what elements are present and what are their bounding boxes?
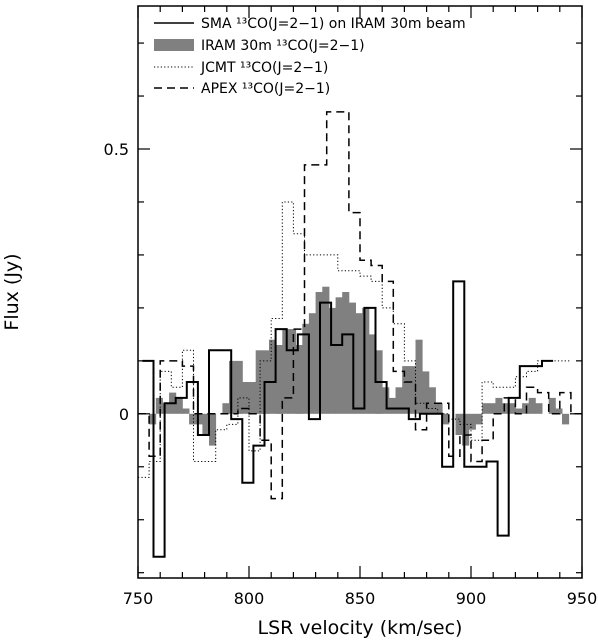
iram-bar (269, 339, 277, 414)
iram-bar (242, 382, 250, 414)
iram-bar (275, 345, 283, 414)
iram-bar (555, 408, 563, 414)
iram-bar (308, 313, 316, 414)
y-tick-label: 0 (119, 405, 129, 424)
series-jcmt (138, 201, 571, 478)
series-sma (142, 280, 554, 558)
iram-bar (535, 403, 543, 414)
iram-bar (202, 413, 210, 435)
x-tick-label: 950 (567, 589, 598, 608)
iram-bar (388, 397, 396, 414)
ticks-layer (137, 6, 583, 578)
x-tick-label: 800 (234, 589, 265, 608)
x-tick-label: 850 (345, 589, 376, 608)
iram-bar (182, 408, 190, 414)
iram-bar (355, 313, 363, 414)
iram-bar (189, 413, 197, 425)
iram-bar (495, 397, 503, 414)
iram-bar (508, 403, 516, 414)
iram-bar (482, 403, 490, 414)
iram-bar (442, 413, 450, 425)
iram-bar (155, 397, 163, 414)
iram-bar (402, 366, 410, 414)
iram-bar (249, 382, 257, 414)
iram-bar (455, 413, 463, 435)
iram-bar (468, 413, 476, 430)
legend-swatch-iram (154, 39, 194, 51)
iram-bar (322, 286, 330, 414)
series-iram-30m (149, 286, 570, 446)
legend-entry-label: SMA ¹³CO(J=2−1) on IRAM 30m beam (201, 16, 466, 32)
iram-bar (342, 292, 350, 414)
iram-bar (462, 413, 470, 446)
x-tick-label: 900 (456, 589, 487, 608)
iram-bar (515, 408, 523, 414)
iram-bar (335, 297, 343, 414)
iram-bar (229, 360, 237, 414)
iram-bar (475, 413, 483, 425)
iram-bar (488, 403, 496, 414)
y-tick-label: 0.5 (104, 140, 129, 159)
iram-bar (289, 329, 297, 414)
x-tick-label: 750 (123, 589, 154, 608)
iram-bar (528, 397, 536, 414)
iram-bar (235, 360, 243, 414)
x-axis-title: LSR velocity (km/sec) (258, 617, 463, 639)
series-apex (138, 111, 582, 500)
iram-bar (328, 307, 336, 414)
legend-entry-label: JCMT ¹³CO(J=2−1) (200, 60, 328, 76)
iram-bar (502, 403, 510, 414)
iram-bar (408, 366, 416, 414)
iram-bar (302, 323, 310, 414)
legend: SMA ¹³CO(J=2−1) on IRAM 30m beam IRAM 30m… (154, 16, 466, 97)
iram-bar (195, 413, 203, 425)
legend-entry-label: APEX ¹³CO(J=2−1) (201, 81, 330, 97)
iram-bar (175, 397, 183, 414)
iram-bar (435, 403, 443, 414)
iram-bar (522, 403, 530, 414)
iram-bar (422, 371, 430, 414)
iram-bar (255, 350, 263, 414)
iram-bar (395, 387, 403, 414)
iram-bar (548, 397, 556, 414)
iram-bar (162, 403, 170, 414)
tick-labels-layer: 750 800 850 900 950 0 0.5 (104, 140, 598, 608)
iram-bar (428, 387, 436, 414)
series-layer (138, 111, 582, 558)
iram-bar (562, 413, 570, 425)
iram-bar (282, 329, 290, 414)
iram-bar (295, 345, 303, 414)
iram-bar (209, 413, 217, 446)
iram-bar (415, 339, 423, 414)
iram-bar (362, 307, 370, 414)
y-axis-title: Flux (Jy) (1, 253, 23, 330)
iram-bar (222, 403, 230, 414)
legend-entry-label: IRAM 30m ¹³CO(J=2−1) (201, 38, 365, 54)
iram-bar (368, 334, 376, 414)
